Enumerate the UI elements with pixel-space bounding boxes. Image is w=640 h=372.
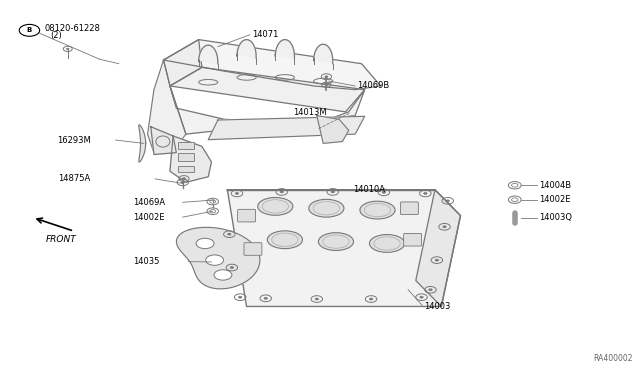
Text: 16293M: 16293M [57,135,91,145]
Polygon shape [170,67,365,112]
Polygon shape [275,40,294,58]
Polygon shape [227,190,461,307]
Circle shape [228,233,231,235]
Circle shape [420,296,423,298]
Circle shape [443,226,446,228]
Circle shape [67,48,69,49]
Polygon shape [314,44,333,64]
Circle shape [446,200,449,202]
Text: 14875A: 14875A [58,174,90,183]
Polygon shape [151,127,176,154]
Ellipse shape [309,199,344,217]
Circle shape [205,255,223,265]
FancyBboxPatch shape [244,243,262,255]
Circle shape [239,296,242,298]
Polygon shape [177,227,260,289]
Circle shape [196,238,214,248]
Text: FRONT: FRONT [46,235,77,244]
Circle shape [315,298,319,300]
Text: 14003Q: 14003Q [539,214,572,222]
Ellipse shape [258,198,293,215]
Polygon shape [170,136,211,182]
Polygon shape [164,39,381,90]
Polygon shape [198,45,218,64]
Ellipse shape [268,231,303,248]
Ellipse shape [360,201,395,219]
Ellipse shape [319,233,353,250]
Polygon shape [416,190,461,307]
Polygon shape [139,125,146,162]
Circle shape [331,191,335,193]
Text: B: B [27,28,32,33]
Text: 14003: 14003 [424,302,451,311]
Circle shape [264,297,268,299]
FancyBboxPatch shape [178,153,194,161]
Circle shape [214,270,232,280]
Circle shape [325,76,328,77]
Text: (2): (2) [51,31,62,40]
Polygon shape [170,86,365,134]
Text: 14004B: 14004B [539,181,571,190]
Polygon shape [317,116,349,143]
Polygon shape [208,116,365,140]
FancyBboxPatch shape [237,209,255,222]
Circle shape [429,289,432,291]
Circle shape [280,191,284,193]
FancyBboxPatch shape [401,202,419,215]
Circle shape [424,192,427,195]
Ellipse shape [369,235,404,252]
FancyBboxPatch shape [178,141,194,149]
Text: 14002E: 14002E [134,213,165,222]
FancyBboxPatch shape [404,234,422,246]
Polygon shape [237,40,256,58]
FancyBboxPatch shape [178,166,194,172]
Text: RA400002: RA400002 [593,354,633,363]
Text: 14035: 14035 [134,257,160,266]
Text: 14071: 14071 [252,30,278,39]
Circle shape [181,181,184,183]
Text: 14069A: 14069A [134,198,166,207]
Circle shape [382,191,385,193]
Circle shape [369,298,373,300]
Text: 14013M: 14013M [293,108,327,117]
Text: 14002E: 14002E [539,195,570,204]
Polygon shape [148,60,186,153]
Text: 14010A: 14010A [353,185,385,194]
Circle shape [230,266,234,269]
Circle shape [325,84,328,86]
Text: 14069B: 14069B [357,81,389,90]
Circle shape [236,192,239,195]
Polygon shape [164,39,202,86]
Text: 08120-61228: 08120-61228 [44,24,100,33]
Circle shape [435,259,438,261]
Circle shape [182,178,186,179]
